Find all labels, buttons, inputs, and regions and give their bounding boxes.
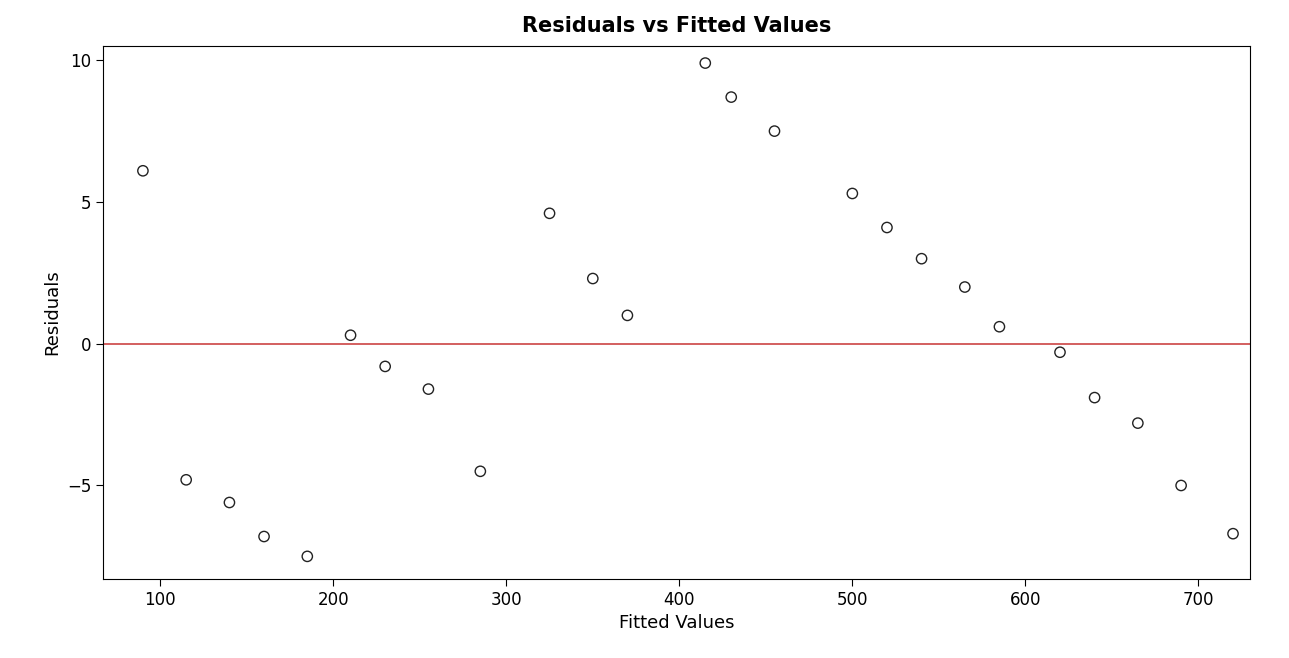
Point	[842, 188, 862, 199]
Point	[375, 361, 396, 372]
Point	[1223, 528, 1244, 539]
Point	[418, 384, 438, 394]
Point	[470, 466, 491, 476]
Point	[340, 330, 361, 340]
Point	[1128, 418, 1148, 428]
Point	[1170, 480, 1191, 491]
Point	[583, 273, 603, 284]
Point	[539, 208, 559, 218]
Point	[764, 126, 785, 136]
Point	[721, 92, 741, 103]
Point	[1084, 392, 1105, 403]
Point	[877, 222, 897, 233]
Point	[617, 310, 638, 320]
Point	[254, 531, 275, 542]
Point	[955, 282, 976, 292]
Point	[695, 58, 715, 68]
Title: Residuals vs Fitted Values: Residuals vs Fitted Values	[522, 16, 831, 36]
X-axis label: Fitted Values: Fitted Values	[619, 615, 735, 632]
Point	[133, 166, 153, 176]
Point	[989, 322, 1009, 332]
Y-axis label: Residuals: Residuals	[44, 270, 62, 355]
Point	[911, 253, 932, 264]
Point	[219, 497, 240, 508]
Point	[1049, 347, 1070, 357]
Point	[175, 474, 196, 485]
Point	[296, 551, 317, 562]
